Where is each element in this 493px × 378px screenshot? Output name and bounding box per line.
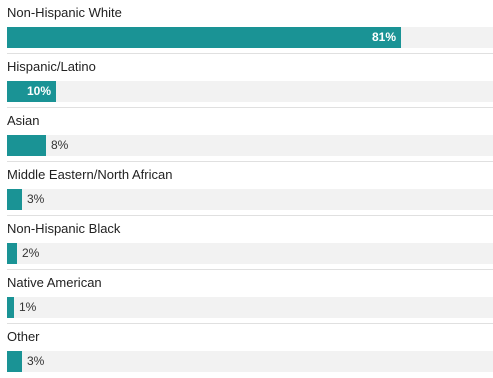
category-label: Native American <box>7 275 102 290</box>
bar-row: Non-Hispanic White 81% <box>0 0 493 54</box>
category-label: Middle Eastern/North African <box>7 167 173 182</box>
bar <box>7 297 14 318</box>
row-divider <box>7 53 493 54</box>
row-divider <box>7 269 493 270</box>
bar-row: Other 3% <box>0 324 493 378</box>
bar-track: 3% <box>7 189 493 210</box>
bar <box>7 351 22 372</box>
value-label: 8% <box>51 138 69 152</box>
bar-row: Asian 8% <box>0 108 493 162</box>
bar-track: 2% <box>7 243 493 264</box>
value-label: 81% <box>371 30 396 44</box>
row-divider <box>7 107 493 108</box>
bar <box>7 243 17 264</box>
value-label: 3% <box>27 354 45 368</box>
bar <box>7 189 22 210</box>
category-label: Non-Hispanic White <box>7 5 122 20</box>
bar-row: Middle Eastern/North African 3% <box>0 162 493 216</box>
category-label: Other <box>7 329 40 344</box>
value-label: 3% <box>27 192 45 206</box>
bar-track: 81% <box>7 27 493 48</box>
bar-row: Hispanic/Latino 10% <box>0 54 493 108</box>
bar <box>7 27 401 48</box>
row-divider <box>7 215 493 216</box>
row-divider <box>7 161 493 162</box>
row-divider <box>7 323 493 324</box>
value-label: 10% <box>26 84 51 98</box>
bar-track: 1% <box>7 297 493 318</box>
bar-row: Non-Hispanic Black 2% <box>0 216 493 270</box>
bar-track: 10% <box>7 81 493 102</box>
category-label: Hispanic/Latino <box>7 59 96 74</box>
bar-track: 8% <box>7 135 493 156</box>
bar-row: Native American 1% <box>0 270 493 324</box>
bar <box>7 81 56 102</box>
value-label: 1% <box>19 300 37 314</box>
bar <box>7 135 46 156</box>
bar-track: 3% <box>7 351 493 372</box>
category-label: Asian <box>7 113 40 128</box>
category-label: Non-Hispanic Black <box>7 221 121 236</box>
value-label: 2% <box>22 246 40 260</box>
